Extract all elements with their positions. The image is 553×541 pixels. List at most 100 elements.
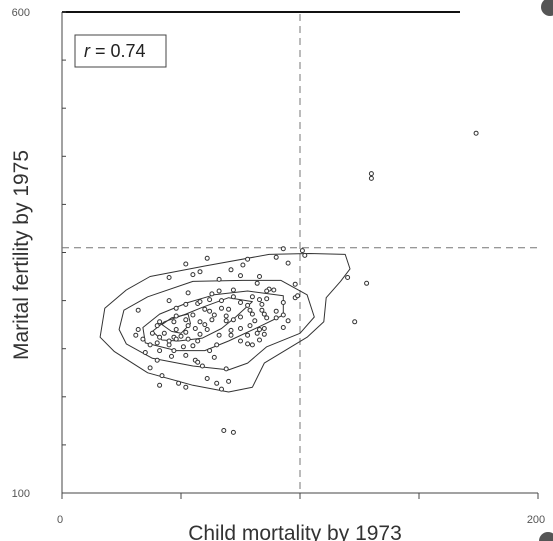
y-tick-label: 600 bbox=[12, 7, 30, 19]
data-point bbox=[249, 311, 255, 317]
data-point bbox=[173, 305, 179, 311]
data-point bbox=[238, 273, 243, 279]
data-point bbox=[259, 301, 265, 307]
data-point bbox=[247, 307, 253, 313]
data-point bbox=[273, 254, 279, 260]
data-point bbox=[209, 317, 215, 323]
data-point bbox=[261, 311, 267, 317]
data-points bbox=[133, 130, 479, 435]
data-point bbox=[219, 386, 224, 392]
data-point bbox=[280, 325, 286, 330]
data-point bbox=[230, 294, 236, 300]
y-tick-label: 100 bbox=[12, 488, 30, 500]
data-point bbox=[183, 384, 189, 390]
data-point bbox=[273, 315, 279, 321]
data-point bbox=[214, 342, 220, 348]
data-point bbox=[223, 366, 229, 372]
data-point bbox=[157, 382, 163, 388]
x-axis-ticks bbox=[61, 493, 539, 499]
y-axis-ticks bbox=[62, 11, 66, 494]
data-point bbox=[183, 329, 189, 335]
data-point bbox=[178, 333, 184, 339]
correlation-annotation: r = 0.74 bbox=[74, 34, 167, 68]
data-point bbox=[219, 298, 224, 304]
data-point bbox=[204, 327, 210, 332]
data-point bbox=[166, 338, 172, 344]
data-point bbox=[147, 342, 153, 348]
data-point bbox=[264, 315, 270, 321]
density-contours bbox=[99, 253, 351, 393]
contour-line-1 bbox=[99, 253, 351, 393]
data-point bbox=[249, 294, 255, 300]
data-point bbox=[154, 357, 160, 363]
data-point bbox=[245, 256, 251, 262]
data-point bbox=[345, 275, 351, 280]
data-point bbox=[264, 296, 270, 302]
data-point bbox=[197, 331, 203, 337]
data-point bbox=[295, 293, 301, 299]
data-point bbox=[159, 373, 165, 379]
data-point bbox=[223, 318, 229, 324]
data-point bbox=[149, 330, 155, 336]
data-point bbox=[368, 171, 374, 177]
data-point bbox=[173, 313, 179, 319]
data-point bbox=[142, 350, 148, 355]
data-point bbox=[185, 323, 191, 329]
data-point bbox=[202, 306, 208, 312]
data-point bbox=[195, 338, 201, 344]
tick-labels: 600 100 0 200 bbox=[12, 7, 546, 526]
data-point bbox=[261, 326, 267, 331]
x-tick-label: 0 bbox=[57, 514, 63, 526]
data-point bbox=[176, 380, 182, 386]
data-point bbox=[219, 305, 224, 311]
data-point bbox=[192, 326, 198, 331]
data-point bbox=[257, 337, 262, 343]
data-point bbox=[185, 290, 191, 296]
data-point bbox=[238, 300, 243, 305]
data-point bbox=[292, 281, 298, 287]
data-point bbox=[238, 314, 243, 320]
data-point bbox=[190, 343, 196, 349]
data-point bbox=[259, 307, 265, 313]
annotation-value: = 0.74 bbox=[90, 41, 146, 61]
data-point bbox=[230, 287, 236, 293]
data-point bbox=[285, 318, 291, 324]
data-point bbox=[238, 326, 243, 331]
data-point bbox=[228, 332, 234, 338]
contour-line-2 bbox=[118, 279, 315, 371]
data-point bbox=[364, 280, 370, 286]
x-axis-title: Child mortality by 1973 bbox=[188, 522, 402, 541]
data-point bbox=[280, 300, 286, 305]
data-point bbox=[221, 428, 227, 433]
data-point bbox=[245, 332, 251, 338]
data-point bbox=[147, 365, 153, 371]
data-point bbox=[261, 331, 267, 337]
data-point bbox=[166, 275, 172, 280]
data-point bbox=[161, 330, 167, 336]
data-point bbox=[245, 302, 251, 308]
data-point bbox=[209, 291, 215, 297]
data-point bbox=[197, 299, 203, 305]
data-point bbox=[216, 288, 222, 294]
data-point bbox=[173, 336, 179, 342]
data-point bbox=[157, 348, 163, 354]
data-point bbox=[183, 317, 189, 323]
data-point bbox=[299, 248, 305, 254]
contour-line-5 bbox=[161, 313, 191, 334]
data-point bbox=[190, 312, 196, 318]
data-point bbox=[254, 280, 260, 286]
data-point bbox=[249, 342, 255, 348]
data-point bbox=[173, 327, 179, 332]
data-point bbox=[273, 308, 279, 314]
data-point bbox=[226, 378, 232, 384]
data-point bbox=[228, 267, 234, 273]
data-point bbox=[230, 317, 236, 323]
data-point bbox=[171, 348, 177, 354]
data-point bbox=[211, 312, 217, 318]
data-point bbox=[230, 429, 236, 435]
data-point bbox=[226, 306, 232, 312]
data-point bbox=[238, 338, 243, 344]
data-point bbox=[133, 332, 139, 338]
